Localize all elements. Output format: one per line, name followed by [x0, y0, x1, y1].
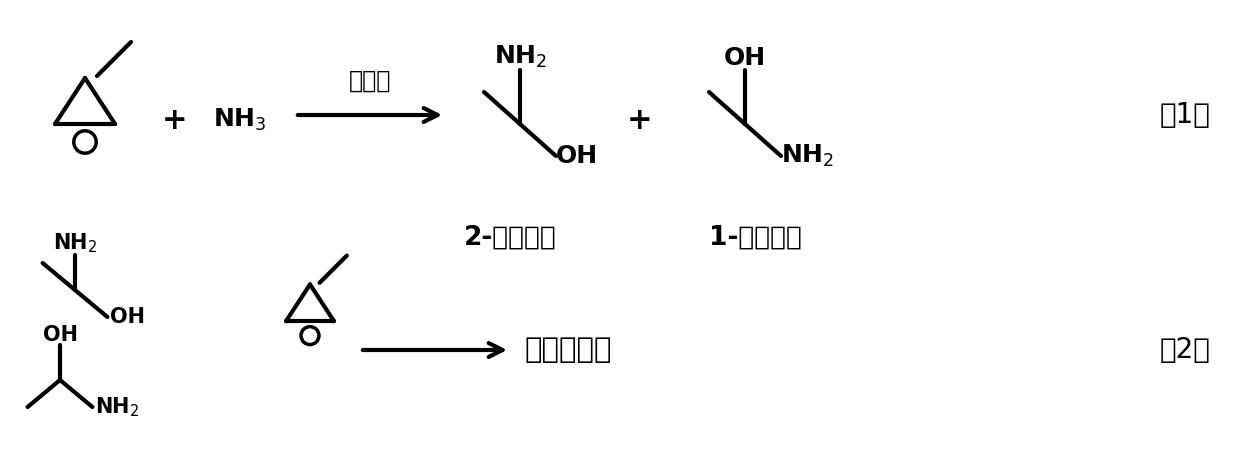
Text: 2-氨基丙醇: 2-氨基丙醇: [464, 225, 557, 251]
Text: NH$_3$: NH$_3$: [213, 107, 267, 133]
Text: NH$_2$: NH$_2$: [494, 44, 547, 70]
Text: （2）: （2）: [1159, 336, 1210, 364]
Text: OH: OH: [724, 46, 766, 70]
Text: （1）: （1）: [1159, 101, 1210, 129]
Text: OH: OH: [42, 325, 77, 345]
Text: OH: OH: [110, 307, 145, 327]
Text: OH: OH: [556, 144, 598, 168]
Text: +: +: [627, 106, 652, 134]
Text: +: +: [162, 106, 187, 134]
Text: NH$_2$: NH$_2$: [781, 143, 833, 169]
Text: 多取代产物: 多取代产物: [525, 336, 613, 364]
Text: 傅化剂: 傅化剂: [348, 69, 391, 93]
Text: NH$_2$: NH$_2$: [53, 232, 97, 255]
Text: 1-氨基丙醇: 1-氨基丙醇: [708, 225, 801, 251]
Text: NH$_2$: NH$_2$: [95, 395, 140, 419]
